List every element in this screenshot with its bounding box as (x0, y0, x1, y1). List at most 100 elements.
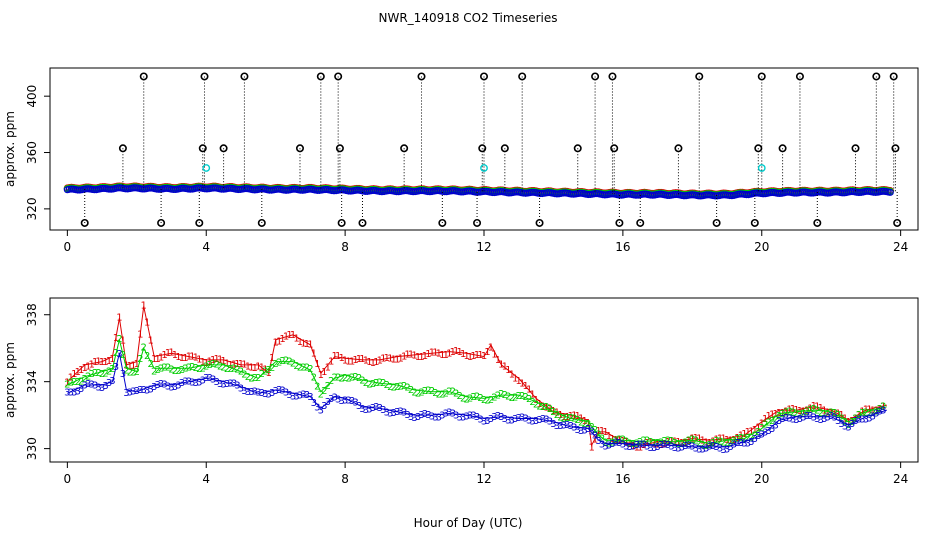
series3-point: 3 (616, 438, 622, 449)
series1-point: 1 (408, 350, 414, 361)
series1-point: 1 (279, 334, 285, 345)
series2-point: 2 (550, 407, 556, 418)
series2-point: 2 (154, 365, 160, 376)
series3-point: 3 (359, 404, 365, 415)
series1-point: 1 (443, 350, 449, 361)
series2-point: 2 (283, 356, 289, 367)
series3-point: 3 (207, 373, 213, 384)
series2-point: 2 (120, 350, 126, 361)
series1-point: 1 (842, 413, 848, 424)
series1-point: 1 (540, 401, 546, 412)
x-axis-label: Hour of Day (UTC) (414, 516, 523, 530)
x-tick-label: 20 (754, 240, 769, 254)
series3-point: 3 (293, 391, 299, 402)
series1-point: 1 (845, 417, 851, 428)
series3-point: 3 (700, 445, 706, 456)
series1-point: 1 (276, 337, 282, 348)
outlier-high-point (417, 72, 426, 81)
series3-point: 3 (790, 415, 796, 426)
series1-point: 1 (106, 356, 112, 367)
series3-point: 3 (755, 431, 761, 442)
series1-point: 1 (137, 329, 143, 340)
series2-point: 2 (102, 369, 108, 380)
series3-point: 3 (387, 408, 393, 419)
series3-point: 3 (561, 420, 567, 431)
series3-point: 3 (245, 387, 251, 398)
series1-point: 1 (634, 443, 640, 454)
series1-point: 1 (738, 431, 744, 442)
series2-point: 2 (557, 412, 563, 423)
series3-point: 3 (495, 411, 501, 422)
outlier-high-point (695, 72, 704, 81)
series2-point: 2 (696, 438, 702, 449)
series2-point: 2 (731, 436, 737, 447)
series3-point: 3 (630, 441, 636, 452)
series3-point: 3 (106, 378, 112, 389)
outlier-low-point (358, 218, 367, 227)
series1-point: 1 (557, 410, 563, 421)
series2-point: 2 (533, 400, 539, 411)
outlier-high-point (200, 72, 209, 81)
series2-point: 2 (703, 441, 709, 452)
series1-point: 1 (766, 411, 772, 422)
series1-point: 1 (463, 351, 469, 362)
series2-point: 2 (186, 362, 192, 373)
series2-point: 2 (609, 437, 615, 448)
series1-point: 1 (290, 330, 296, 341)
outlier-high-point (316, 72, 325, 81)
series3-point: 3 (384, 407, 390, 418)
series2-point: 2 (106, 367, 112, 378)
series2-point: 2 (658, 437, 664, 448)
series1-point: 1 (370, 358, 376, 369)
series3-point: 3 (404, 410, 410, 421)
series3-point: 3 (748, 437, 754, 448)
series2-point: 2 (272, 359, 278, 370)
series3-point: 3 (113, 362, 119, 373)
series3-point: 3 (300, 390, 306, 401)
series2-point: 2 (356, 373, 362, 384)
series3-point: 3 (179, 378, 185, 389)
series3-point: 3 (467, 410, 473, 421)
series1-point: 1 (404, 350, 410, 361)
series2-point: 2 (213, 360, 219, 371)
series2-point: 2 (366, 379, 372, 390)
series1-point: 1 (790, 404, 796, 415)
series1-point: 1 (575, 411, 581, 422)
outlier-high-point (400, 144, 409, 153)
series2-point: 2 (88, 369, 94, 380)
series2-point: 2 (734, 434, 740, 445)
series2-point: 2 (564, 413, 570, 424)
series1-point: 1 (693, 433, 699, 444)
series1-point: 1 (679, 438, 685, 449)
y-tick-label: 400 (25, 85, 39, 108)
series3-point: 3 (845, 422, 851, 433)
series2-point: 2 (345, 373, 351, 384)
series2-point: 2 (755, 427, 761, 438)
series3-point: 3 (95, 382, 101, 393)
outlier-high-point (591, 72, 600, 81)
series2-point: 2 (547, 404, 553, 415)
series3-point: 3 (484, 416, 490, 427)
series2-point: 2 (328, 376, 334, 387)
series3-point: 3 (727, 442, 733, 453)
series1-point: 1 (422, 351, 428, 362)
series3-point: 3 (849, 419, 855, 430)
series2-point: 2 (540, 402, 546, 413)
series1-point: 1 (880, 401, 886, 412)
y-tick-label: 330 (25, 437, 39, 460)
series3-point: 3 (345, 395, 351, 406)
series2-point: 2 (373, 378, 379, 389)
series1-point: 1 (519, 379, 525, 390)
series1-point: 1 (814, 401, 820, 412)
outlier-high-point (219, 144, 228, 153)
series2-point: 2 (248, 373, 254, 384)
series3-point: 3 (540, 414, 546, 425)
series2-point: 2 (529, 397, 535, 408)
series3-point: 3 (109, 376, 115, 387)
series2-point: 2 (429, 386, 435, 397)
series1-point: 1 (772, 409, 778, 420)
series2-point: 2 (325, 381, 331, 392)
series2-point: 2 (793, 409, 799, 420)
series2-point: 2 (561, 413, 567, 424)
